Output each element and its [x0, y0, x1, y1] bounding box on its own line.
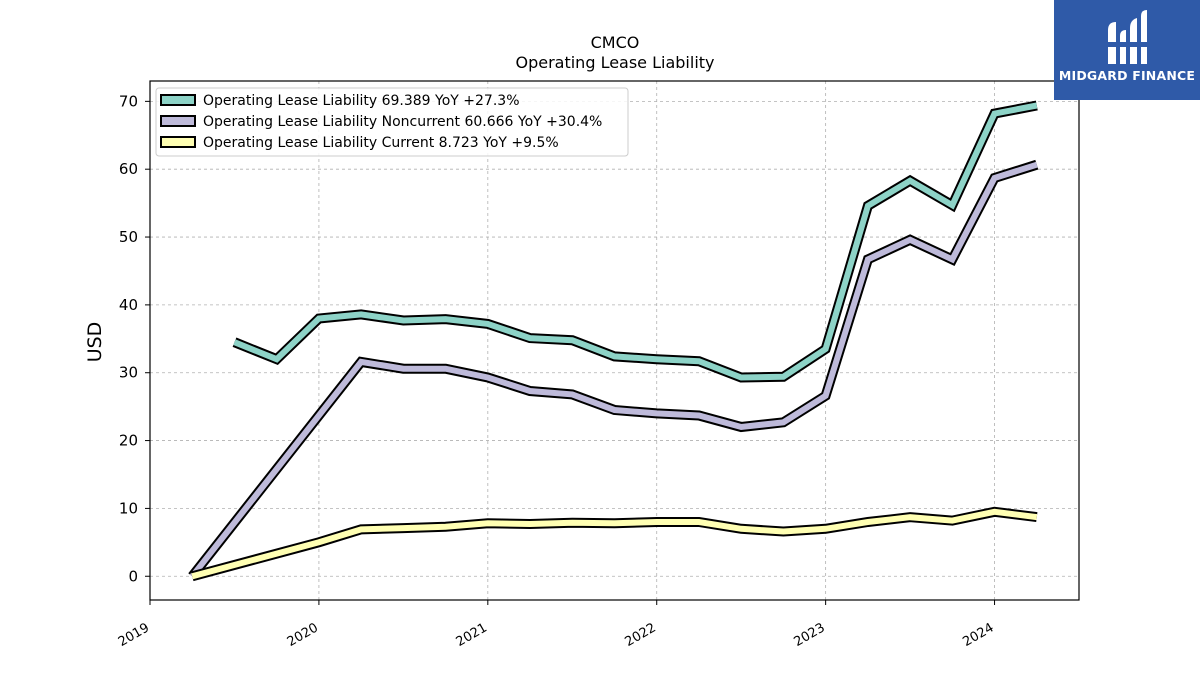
logo-mark-icon [1106, 10, 1148, 64]
legend-box [155, 87, 629, 157]
legend-entry: Operating Lease Liability Current 8.723 … [203, 135, 559, 151]
plot-frame [149, 80, 1080, 601]
y-tick-label: 10 [119, 499, 138, 517]
legend-swatch [160, 115, 196, 127]
chart-subtitle: Operating Lease Liability [515, 53, 714, 72]
y-tick-label: 20 [119, 432, 138, 450]
x-axis: 2019 2020 2021 2022 2023 2024 [116, 600, 997, 650]
legend-swatch [160, 94, 196, 106]
series-line [233, 102, 1038, 381]
x-tick-label: 2024 [960, 620, 996, 650]
series-0 [232, 100, 1038, 383]
y-tick-label: 30 [119, 364, 138, 382]
y-tick-label: 0 [128, 567, 138, 585]
x-tick-label: 2021 [454, 620, 490, 650]
y-axis: 0 10 20 30 40 50 60 70 [119, 92, 150, 585]
y-tick-label: 70 [119, 92, 138, 110]
x-tick-label: 2022 [623, 620, 659, 650]
y-tick-label: 50 [119, 228, 138, 246]
y-tick-label: 40 [119, 296, 138, 314]
brand-name: MIDGARD FINANCE [1058, 68, 1196, 83]
legend: Operating Lease Liability 69.389 YoY +27… [155, 87, 629, 157]
series-line [191, 508, 1038, 580]
series-lines [188, 100, 1039, 582]
chart-title: CMCO [591, 33, 640, 52]
y-tick-label: 60 [119, 160, 138, 178]
x-tick-label: 2023 [791, 620, 827, 650]
brand-logo: MIDGARD FINANCE [1054, 0, 1200, 100]
series-2 [190, 506, 1038, 582]
series-line [189, 161, 1038, 579]
legend-entry: Operating Lease Liability 69.389 YoY +27… [203, 93, 520, 109]
legend-swatch [160, 136, 196, 148]
series-1 [188, 159, 1039, 580]
y-axis-label: USD [84, 322, 106, 363]
x-tick-label: 2019 [116, 620, 152, 650]
legend-entry: Operating Lease Liability Noncurrent 60.… [203, 114, 602, 130]
x-tick-label: 2020 [285, 620, 321, 650]
